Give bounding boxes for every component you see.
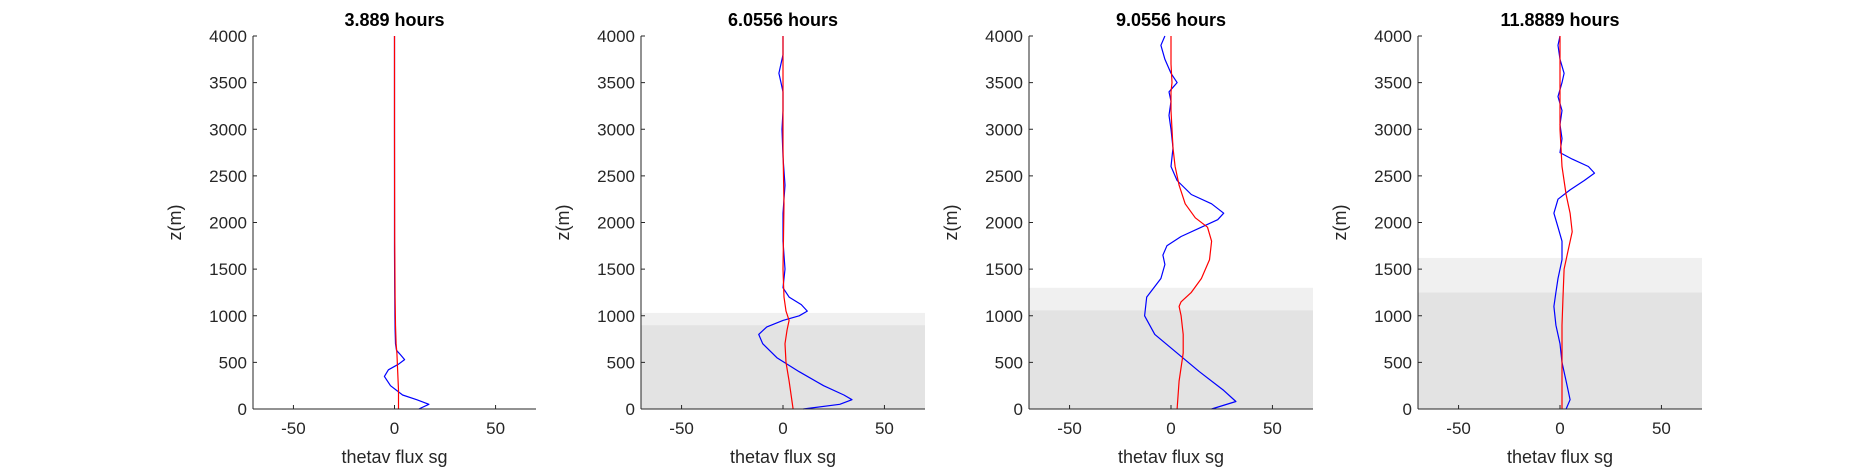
y-tick-label: 3500: [1374, 74, 1412, 93]
y-tick-label: 2500: [209, 167, 247, 186]
x-tick-label: 50: [1263, 419, 1282, 438]
y-tick-label: 4000: [1374, 27, 1412, 46]
y-tick-label: 500: [607, 353, 635, 372]
x-axis-label: thetav flux sg: [1118, 447, 1224, 467]
y-tick-label: 3500: [209, 74, 247, 93]
y-tick-label: 3500: [985, 74, 1023, 93]
shaded-band-1: [641, 325, 925, 409]
x-tick-label: -50: [1446, 419, 1471, 438]
subplot-title: 11.8889 hours: [1500, 10, 1619, 30]
x-tick-label: -50: [669, 419, 694, 438]
y-tick-label: 3000: [597, 120, 635, 139]
x-tick-label: -50: [1057, 419, 1082, 438]
subplot-title: 3.889 hours: [344, 10, 444, 30]
y-axis-label: z(m): [165, 205, 185, 241]
blue-series-line: [1143, 35, 1237, 410]
y-tick-label: 2500: [1374, 167, 1412, 186]
red-series-line: [1170, 36, 1213, 410]
red-series-line: [782, 36, 794, 410]
y-tick-label: 1000: [209, 307, 247, 326]
shaded-band-2: [1029, 287, 1313, 311]
x-tick-label: 0: [1555, 419, 1564, 438]
y-axis-label: z(m): [941, 205, 961, 241]
y-tick-label: 500: [995, 353, 1023, 372]
blue-series-line: [1553, 35, 1596, 410]
y-tick-label: 4000: [985, 27, 1023, 46]
subplot-2: 0 500 1000 1500 2000 2500 3000 3500 4000 -50 0 50 6.…: [553, 10, 925, 467]
y-tick-label: 0: [1014, 400, 1023, 419]
subplot-3: 0 500 1000 1500 2000 2500 3000 3500 4000 -50 0 50 9.…: [941, 10, 1313, 467]
y-tick-label: 3000: [985, 120, 1023, 139]
y-tick-label: 2500: [597, 167, 635, 186]
x-tick-label: 0: [1166, 419, 1175, 438]
x-axis-label: thetav flux sg: [341, 447, 447, 467]
shaded-band-1: [1418, 292, 1702, 409]
y-tick-label: 3500: [597, 74, 635, 93]
y-tick-label: 1000: [1374, 307, 1412, 326]
y-tick-label: 4000: [597, 27, 635, 46]
subplot-1: 0 500 1000 1500 2000 2500 3000 3500 4000 -50 0 50 3.…: [165, 10, 536, 467]
y-tick-label: 2500: [985, 167, 1023, 186]
y-tick-label: 0: [1403, 400, 1412, 419]
y-tick-label: 1500: [597, 260, 635, 279]
y-tick-label: 500: [1384, 353, 1412, 372]
y-tick-label: 1000: [985, 307, 1023, 326]
x-tick-label: -50: [281, 419, 306, 438]
red-series-line: [393, 36, 400, 409]
x-tick-label: 0: [390, 419, 399, 438]
y-tick-label: 1000: [597, 307, 635, 326]
y-axis-label: z(m): [1330, 205, 1350, 241]
y-axis-label: z(m): [553, 205, 573, 241]
y-tick-label: 0: [238, 400, 247, 419]
x-axis-label: thetav flux sg: [1507, 447, 1613, 467]
y-tick-label: 1500: [209, 260, 247, 279]
x-tick-label: 50: [1652, 419, 1671, 438]
subplot-4: 0 500 1000 1500 2000 2500 3000 3500 4000 -50 0 50 11…: [1330, 10, 1702, 467]
x-axis-label: thetav flux sg: [730, 447, 836, 467]
y-tick-label: 3000: [1374, 120, 1412, 139]
red-series-line: [1559, 36, 1573, 409]
y-tick-label: 3000: [209, 120, 247, 139]
y-tick-label: 2000: [209, 214, 247, 233]
y-tick-label: 2000: [985, 214, 1023, 233]
y-tick-label: 0: [626, 400, 635, 419]
x-tick-label: 50: [486, 419, 505, 438]
y-tick-label: 1500: [1374, 260, 1412, 279]
shaded-band-2: [641, 312, 925, 326]
x-tick-label: 50: [875, 419, 894, 438]
shaded-band-1: [1029, 310, 1313, 409]
y-tick-label: 500: [219, 353, 247, 372]
x-tick-label: 0: [778, 419, 787, 438]
y-tick-label: 1500: [985, 260, 1023, 279]
subplot-title: 6.0556 hours: [728, 10, 838, 30]
shaded-band-2: [1418, 257, 1702, 293]
y-tick-label: 4000: [209, 27, 247, 46]
y-tick-label: 2000: [1374, 214, 1412, 233]
subplot-title: 9.0556 hours: [1116, 10, 1226, 30]
y-tick-label: 2000: [597, 214, 635, 233]
